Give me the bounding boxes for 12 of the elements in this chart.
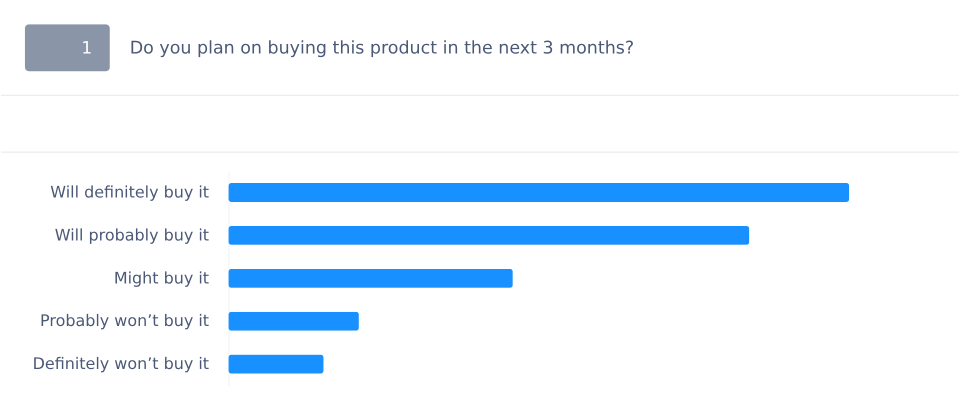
y-tick-label: Definitely won’t buy it (32, 354, 210, 374)
bar (228, 354, 324, 374)
text: 1 (81, 37, 92, 58)
y-tick-label: Probably won’t buy it (40, 311, 210, 330)
bar (228, 268, 513, 288)
y-tick-label: Will probably buy it (54, 225, 210, 244)
bar (228, 226, 750, 245)
chart-title: Do you plan on buying this product in the next 3 months? (130, 38, 634, 58)
bar (228, 312, 359, 331)
bar (228, 183, 850, 202)
y-tick-label: Might buy it (114, 268, 210, 288)
y-tick-label: Will definitely buy it (50, 182, 210, 202)
